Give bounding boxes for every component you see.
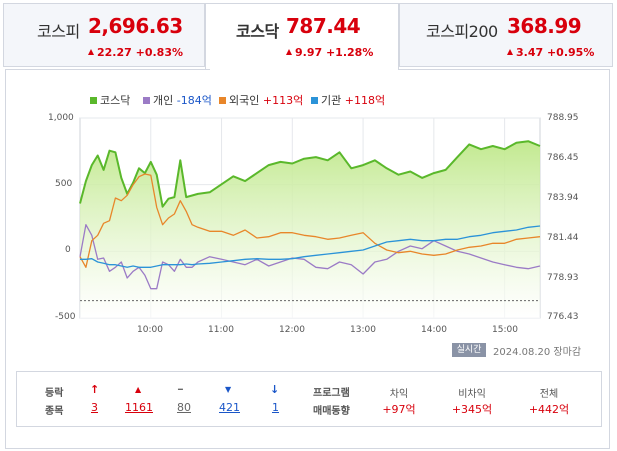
- x-axis-tick: 10:00: [137, 325, 163, 335]
- legend-value: +113억: [262, 94, 304, 107]
- fall-count[interactable]: 421: [219, 401, 240, 414]
- legend-kosdaq: 코스닥: [90, 92, 130, 108]
- index-tabs: 코스피 2,696.63 22.27 +0.83% 코스닥 787.44 9.9…: [0, 0, 617, 70]
- rise-count[interactable]: 1161: [125, 401, 153, 414]
- legend-name: 기관: [321, 94, 342, 107]
- legend-swatch: [90, 97, 97, 104]
- tab-kospi200[interactable]: 코스피200 368.99 3.47 +0.95%: [399, 3, 613, 67]
- legend-name: 개인: [153, 94, 174, 107]
- x-axis-tick: 12:00: [279, 325, 305, 335]
- fall-icon: ▼: [225, 385, 232, 394]
- tab-kospi-change: 22.27 +0.83%: [88, 46, 183, 59]
- right-axis-tick: 783.94: [547, 193, 579, 203]
- x-axis-tick: 15:00: [492, 325, 518, 335]
- tab-kospi200-value: 368.99: [507, 14, 582, 38]
- right-axis-tick: 788.95: [547, 113, 579, 123]
- upper-limit-count[interactable]: 3: [91, 401, 98, 414]
- legend-swatch: [219, 97, 226, 104]
- left-axis-tick: 0: [65, 245, 71, 255]
- non-arbitrage-label: 비차익: [458, 389, 486, 400]
- market-datetime: 2024.08.20 장마감: [493, 347, 582, 358]
- lower-limit-icon: ↓: [270, 383, 280, 396]
- tab-kospi-value: 2,696.63: [88, 14, 183, 38]
- legend-swatch: [143, 97, 150, 104]
- divider: [5, 69, 210, 70]
- right-axis-tick: 781.44: [547, 233, 579, 243]
- legend-name: 외국인: [229, 94, 260, 107]
- tab-kospi200-change: 3.47 +0.95%: [507, 46, 594, 59]
- x-axis-tick: 13:00: [350, 325, 376, 335]
- up-arrow-icon: [88, 49, 94, 55]
- left-axis-tick: -500: [55, 312, 76, 322]
- market-summary-box: 등락 종목 ↑ 3 ▲ 1161 ━ 80 ▼ 421 ↓ 1 프로그램 매매동…: [16, 371, 602, 427]
- arbitrage-value: +97억: [382, 403, 416, 416]
- left-axis-tick: 500: [55, 179, 73, 189]
- total-value: +442억: [528, 403, 570, 416]
- tab-kosdaq-change-text: 9.97 +1.28%: [295, 46, 374, 59]
- program-trading-label: 프로그램: [313, 388, 350, 399]
- tab-kosdaq[interactable]: 코스닥 787.44 9.97 +1.28%: [205, 3, 399, 70]
- tab-kosdaq-change: 9.97 +1.28%: [286, 46, 373, 59]
- rise-icon: ▲: [135, 385, 142, 394]
- left-axis-tick: 1,000: [48, 113, 74, 123]
- up-arrow-icon: [286, 49, 292, 55]
- tab-kospi[interactable]: 코스피 2,696.63 22.27 +0.83%: [3, 3, 205, 67]
- tab-kospi-name: 코스피: [37, 22, 80, 41]
- arbitrage-label: 차익: [389, 389, 409, 400]
- tab-kosdaq-name: 코스닥: [236, 22, 279, 41]
- total-label: 전체: [539, 389, 559, 400]
- legend-name: 코스닥: [100, 94, 131, 107]
- x-axis-tick: 11:00: [208, 325, 234, 335]
- tab-kosdaq-value: 787.44: [286, 14, 361, 38]
- non-arbitrage-value: +345억: [451, 403, 493, 416]
- tab-kospi-change-text: 22.27 +0.83%: [97, 46, 184, 59]
- up-arrow-icon: [507, 49, 513, 55]
- upper-limit-icon: ↑: [90, 383, 100, 396]
- rise-fall-label: 등락: [45, 388, 64, 399]
- rise-fall-label-2: 종목: [45, 406, 64, 417]
- legend-value: +118억: [344, 94, 386, 107]
- tab-kospi200-name: 코스피200: [426, 22, 498, 41]
- program-trading-label-2: 매매동향: [313, 406, 350, 417]
- realtime-badge[interactable]: 실시간: [452, 343, 486, 357]
- legend-foreign: 외국인 +113억: [219, 92, 303, 108]
- legend-value: -184억: [176, 94, 212, 107]
- tab-kospi200-change-text: 3.47 +0.95%: [516, 46, 595, 59]
- unchanged-count[interactable]: 80: [177, 401, 191, 414]
- x-axis-tick: 14:00: [421, 325, 447, 335]
- legend-swatch: [311, 97, 318, 104]
- legend-individual: 개인 -184억: [143, 92, 212, 108]
- divider: [398, 69, 610, 70]
- lower-limit-count[interactable]: 1: [272, 401, 279, 414]
- legend-institution: 기관 +118억: [311, 92, 385, 108]
- right-axis-tick: 786.45: [547, 153, 579, 163]
- unchanged-icon: ━: [178, 385, 183, 394]
- right-axis-tick: 776.43: [547, 312, 579, 322]
- right-axis-tick: 778.93: [547, 273, 579, 283]
